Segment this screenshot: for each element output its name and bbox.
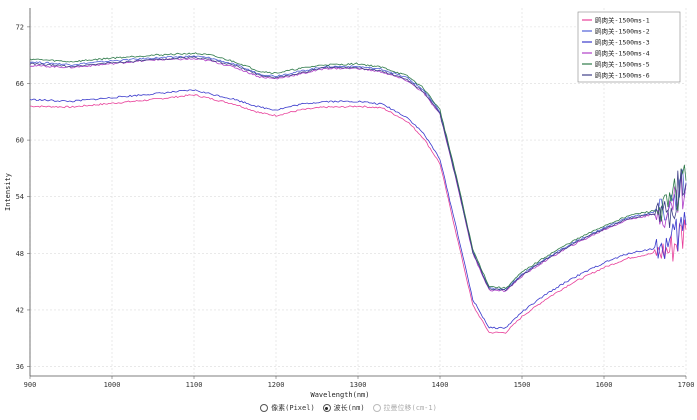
x-tick-label: 1000 [104, 381, 121, 389]
x-unit-radio[interactable]: 波长(nm) [322, 403, 365, 413]
series-line [29, 52, 687, 289]
y-tick-label: 36 [16, 363, 24, 371]
legend-entry: 鸥肉关-1500ms-3 [595, 38, 650, 47]
series-line [29, 55, 687, 291]
series-line [29, 58, 687, 293]
x-tick-label: 1200 [268, 381, 285, 389]
y-tick-label: 66 [16, 80, 24, 88]
legend-entry: 鸥肉关-1500ms-4 [595, 49, 650, 58]
y-tick-label: 48 [16, 250, 24, 258]
series-group [29, 52, 687, 334]
x-tick-label: 1600 [596, 381, 613, 389]
y-tick-label: 60 [16, 137, 24, 145]
y-axis-label: Intensity [4, 173, 12, 211]
y-tick-label: 54 [16, 193, 24, 201]
y-tick-label: 72 [16, 23, 24, 31]
series-line [29, 56, 687, 292]
legend-entry: 鸥肉关-1500ms-1 [595, 16, 650, 25]
legend-entry: 鸥肉关-1500ms-6 [595, 71, 650, 80]
legend: 鸥肉关-1500ms-1 鸥肉关-1500ms-2 鸥肉关-1500ms-3 鸥肉关-… [577, 11, 681, 83]
x-unit-radio: 拉曼位移(cm-1) [372, 403, 437, 413]
series-line [29, 89, 687, 330]
x-axis-label: Wavelength(nm) [310, 391, 369, 399]
x-unit-radio-label: 波长(nm) [333, 404, 365, 412]
x-unit-radio-label: 像素(Pixel) [271, 404, 315, 412]
axes [27, 8, 687, 379]
y-tick-label: 42 [16, 306, 24, 314]
x-tick-label: 1300 [350, 381, 367, 389]
x-tick-label: 1100 [186, 381, 203, 389]
legend-entry: 鸥肉关-1500ms-5 [595, 60, 650, 69]
x-tick-label: 1700 [678, 381, 695, 389]
radio-dot-icon [322, 404, 331, 412]
x-tick-label: 900 [24, 381, 37, 389]
grid [29, 8, 687, 376]
legend-entry: 鸥肉关-1500ms-2 [595, 27, 650, 36]
legend-box [577, 11, 681, 83]
series-line [30, 94, 687, 334]
x-unit-radio[interactable]: 像素(Pixel) [260, 403, 315, 413]
spectrum-chart: 900 1000 1100 1200 1300 1400 1500 1600 1700 36 42 4… [4, 8, 695, 399]
x-unit-radio-label: 拉曼位移(cm-1) [383, 404, 437, 412]
x-tick-label: 1400 [432, 381, 449, 389]
radio-dot-icon [260, 404, 269, 412]
x-tick-label: 1500 [514, 381, 531, 389]
x-unit-selector: 像素(Pixel) 波长(nm) 拉曼位移(cm-1) [0, 401, 697, 415]
radio-dot-icon [372, 404, 381, 412]
tick-labels: 900 1000 1100 1200 1300 1400 1500 1600 1700 36 42 4… [16, 23, 695, 389]
